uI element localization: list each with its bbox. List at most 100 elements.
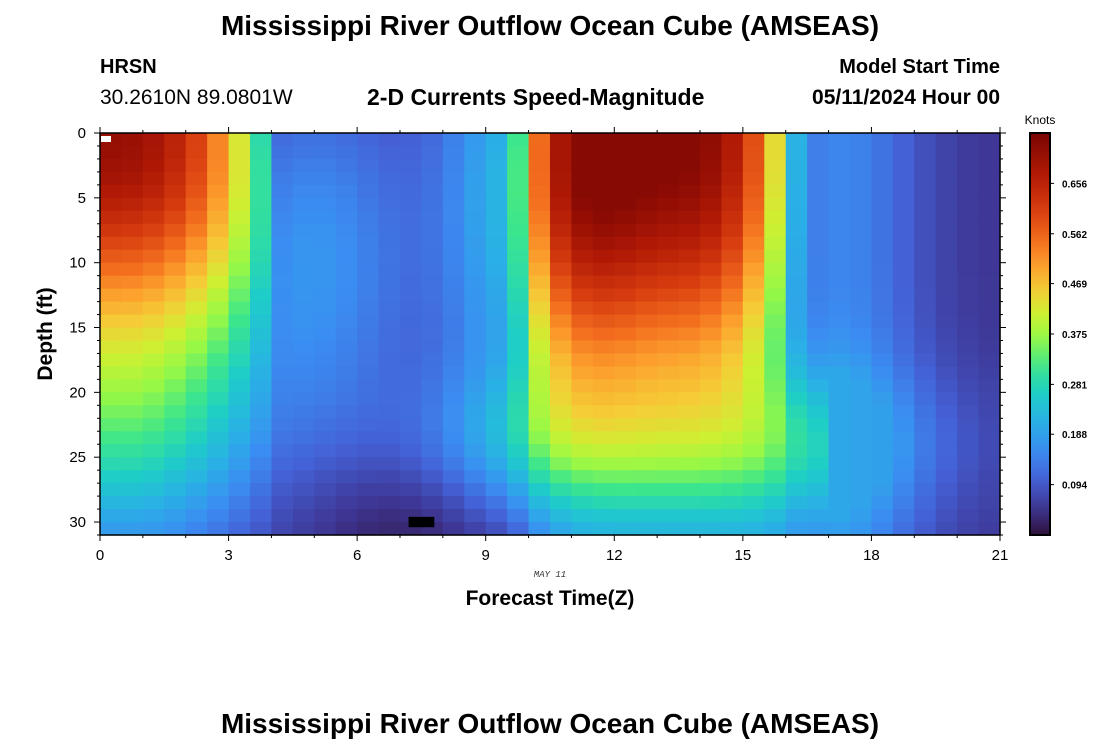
- heatmap-cell: [228, 158, 251, 173]
- heatmap-cell: [142, 133, 165, 147]
- heatmap-cell: [550, 327, 573, 342]
- heatmap-cell: [400, 314, 423, 329]
- heatmap-cell: [700, 366, 723, 380]
- heatmap-cell: [785, 249, 808, 264]
- heatmap-cell: [357, 444, 380, 458]
- heatmap-cell: [185, 223, 208, 238]
- heatmap-cell: [207, 457, 230, 471]
- heatmap-cell: [400, 444, 423, 458]
- heatmap-cell: [742, 431, 765, 445]
- heatmap-cell: [764, 509, 787, 523]
- heatmap-cell: [850, 431, 873, 445]
- heatmap-cell: [550, 392, 573, 406]
- heatmap-cell: [892, 288, 915, 303]
- colorbar-tick-label: 0.281: [1062, 380, 1087, 391]
- heatmap-cell: [892, 366, 915, 380]
- heatmap-cell: [678, 145, 701, 160]
- heatmap-cell: [100, 145, 123, 160]
- heatmap-cell: [314, 470, 337, 484]
- heatmap-cell: [892, 418, 915, 432]
- heatmap-cell: [721, 470, 744, 484]
- heatmap-cell: [400, 353, 423, 368]
- heatmap-cell: [292, 327, 315, 342]
- heatmap-cell: [292, 470, 315, 484]
- heatmap-cell: [378, 483, 401, 497]
- heatmap-cell: [614, 522, 637, 536]
- heatmap-cell: [742, 353, 765, 368]
- heatmap-cell: [292, 431, 315, 445]
- heatmap-cell: [121, 470, 144, 484]
- heatmap-cell: [914, 418, 937, 432]
- heatmap-cell: [271, 288, 294, 303]
- heatmap-cell: [850, 379, 873, 393]
- heatmap-cell: [657, 288, 680, 303]
- heatmap-cell: [571, 262, 594, 277]
- heatmap-cell: [850, 418, 873, 432]
- heatmap-cell: [807, 366, 830, 380]
- heatmap-cell: [871, 444, 894, 458]
- heatmap-cell: [892, 483, 915, 497]
- heatmap-cell: [485, 431, 508, 445]
- heatmap-cell: [228, 210, 251, 225]
- heatmap-cell: [314, 327, 337, 342]
- heatmap-cell: [271, 301, 294, 316]
- heatmap-cell: [871, 210, 894, 225]
- heatmap-cell: [464, 405, 487, 419]
- heatmap-cell: [957, 184, 980, 199]
- heatmap-cell: [207, 133, 230, 147]
- heatmap-cell: [892, 171, 915, 186]
- heatmap-cell: [828, 366, 851, 380]
- heatmap-cell: [785, 405, 808, 419]
- heatmap-cell: [100, 223, 123, 238]
- heatmap-cell: [164, 133, 187, 147]
- heatmap-cell: [250, 457, 273, 471]
- heatmap-cell: [485, 158, 508, 173]
- heatmap-cell: [228, 431, 251, 445]
- heatmap-cell: [142, 171, 165, 186]
- heatmap-cell: [721, 210, 744, 225]
- heatmap-cell: [550, 288, 573, 303]
- heatmap-cell: [764, 496, 787, 510]
- heatmap-cell: [678, 288, 701, 303]
- heatmap-cell: [250, 483, 273, 497]
- heatmap-cell: [357, 184, 380, 199]
- heatmap-cell: [657, 327, 680, 342]
- heatmap-cell: [892, 327, 915, 342]
- heatmap-cell: [250, 418, 273, 432]
- heatmap-cell: [935, 405, 958, 419]
- model-start-label: Model Start Time: [839, 56, 1000, 78]
- heatmap-cell: [807, 327, 830, 342]
- heatmap-cell: [892, 236, 915, 251]
- heatmap-cell: [207, 145, 230, 160]
- heatmap-cell: [100, 340, 123, 355]
- heatmap-cell: [957, 405, 980, 419]
- heatmap-cell: [700, 405, 723, 419]
- heatmap-cell: [571, 366, 594, 380]
- heatmap-cell: [592, 262, 615, 277]
- heatmap-cell: [657, 496, 680, 510]
- heatmap-cell: [507, 340, 530, 355]
- heatmap-cell: [614, 301, 637, 316]
- heatmap-cell: [592, 379, 615, 393]
- heatmap-cell: [785, 444, 808, 458]
- heatmap-cell: [828, 457, 851, 471]
- heatmap-cell: [978, 340, 1001, 355]
- heatmap-cell: [978, 275, 1001, 290]
- heatmap-cell: [550, 366, 573, 380]
- heatmap-cell: [978, 379, 1001, 393]
- heatmap-cell: [228, 379, 251, 393]
- heatmap-cell: [871, 223, 894, 238]
- heatmap-cell: [142, 418, 165, 432]
- heatmap-cell: [121, 158, 144, 173]
- heatmap-cell: [914, 366, 937, 380]
- heatmap-cell: [785, 145, 808, 160]
- heatmap-cell: [421, 288, 444, 303]
- heatmap-cell: [828, 496, 851, 510]
- heatmap-cell: [314, 340, 337, 355]
- heatmap-cell: [121, 496, 144, 510]
- heatmap-cell: [357, 379, 380, 393]
- heatmap-cell: [678, 405, 701, 419]
- heatmap-cell: [164, 457, 187, 471]
- heatmap-cell: [571, 418, 594, 432]
- heatmap-cell: [507, 171, 530, 186]
